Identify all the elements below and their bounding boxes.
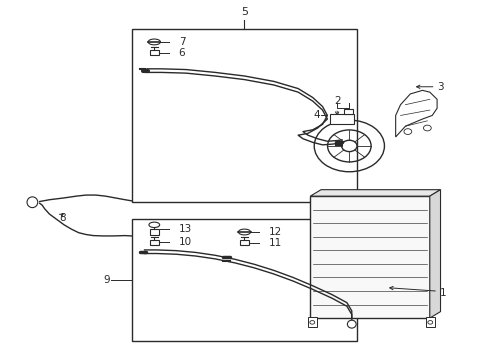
Ellipse shape bbox=[346, 320, 355, 328]
Polygon shape bbox=[429, 190, 440, 318]
Ellipse shape bbox=[27, 197, 38, 208]
Bar bbox=[132, 220, 356, 341]
Bar bbox=[307, 317, 316, 327]
Text: 4: 4 bbox=[313, 111, 320, 121]
Text: 2: 2 bbox=[334, 96, 341, 106]
Text: 10: 10 bbox=[178, 237, 191, 247]
Ellipse shape bbox=[238, 229, 250, 235]
Text: 12: 12 bbox=[268, 227, 282, 237]
Text: 5: 5 bbox=[241, 7, 247, 17]
Text: 6: 6 bbox=[178, 48, 185, 58]
Bar bbox=[240, 240, 248, 245]
Bar bbox=[425, 317, 434, 327]
Bar bbox=[344, 109, 352, 114]
Text: 8: 8 bbox=[59, 213, 66, 222]
Bar bbox=[310, 196, 429, 318]
Ellipse shape bbox=[149, 222, 159, 228]
Polygon shape bbox=[310, 190, 440, 196]
Polygon shape bbox=[395, 90, 436, 137]
Text: 11: 11 bbox=[268, 238, 282, 248]
Bar bbox=[150, 50, 158, 55]
Bar bbox=[150, 240, 158, 245]
Text: 13: 13 bbox=[178, 225, 191, 234]
Text: 1: 1 bbox=[439, 288, 445, 298]
Ellipse shape bbox=[148, 39, 160, 45]
Bar bbox=[150, 229, 158, 235]
Text: 3: 3 bbox=[436, 82, 443, 92]
Bar bbox=[132, 30, 356, 202]
Bar bbox=[329, 114, 353, 124]
Text: 9: 9 bbox=[103, 275, 110, 285]
Text: 7: 7 bbox=[178, 37, 185, 47]
